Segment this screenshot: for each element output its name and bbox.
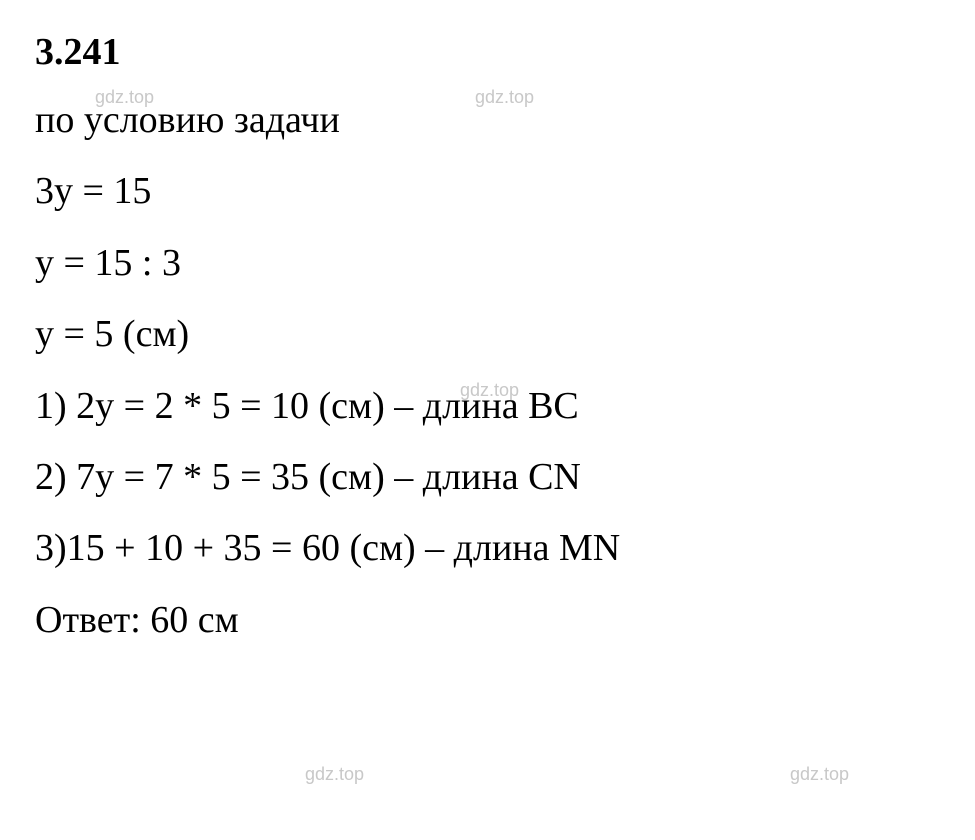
answer-line: Ответ: 60 см [35,596,940,645]
step-line-1: 1) 2y = 2 * 5 = 10 (см) – длина BC [35,382,940,431]
problem-number: 3.241 [35,30,940,74]
watermark-text: gdz.top [305,764,364,785]
watermark-text: gdz.top [790,764,849,785]
step-line-3: 3)15 + 10 + 35 = 60 (см) – длина MN [35,524,940,573]
condition-line: по условию задачи [35,96,940,145]
equation-line-2: y = 15 : 3 [35,239,940,288]
equation-line-1: 3y = 15 [35,167,940,216]
step-line-2: 2) 7y = 7 * 5 = 35 (см) – длина CN [35,453,940,502]
equation-line-3: y = 5 (см) [35,310,940,359]
